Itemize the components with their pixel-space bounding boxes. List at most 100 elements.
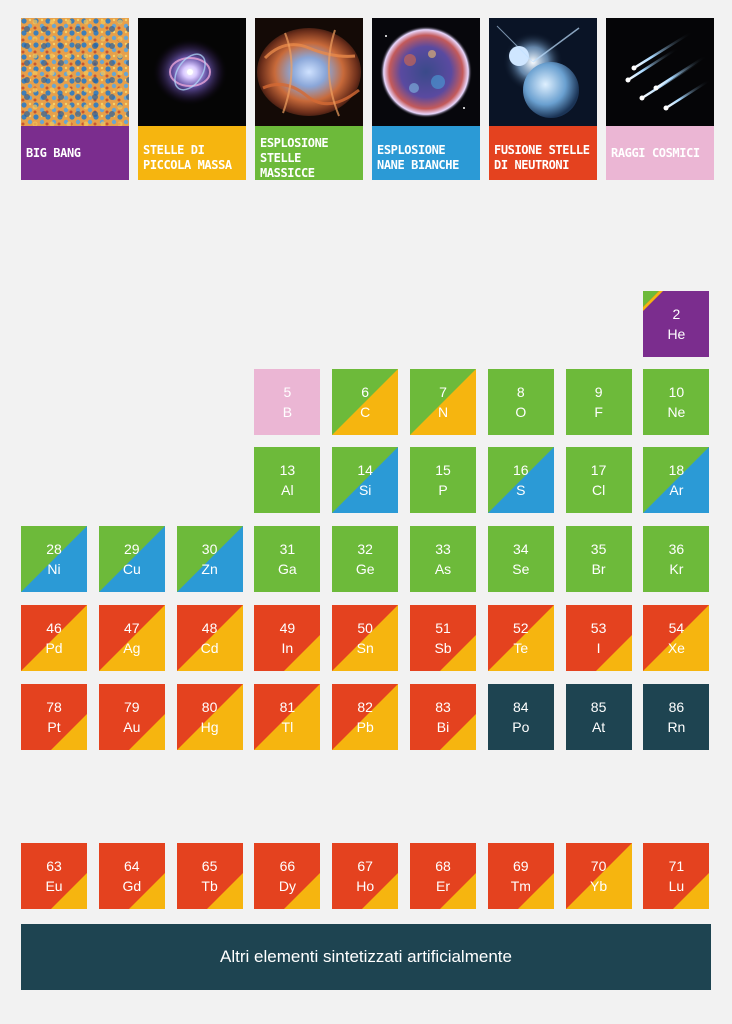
cmb-map-icon	[21, 18, 129, 126]
neutron-star-merger-icon	[489, 18, 597, 126]
atomic-number: 49	[279, 620, 296, 636]
element-fill	[643, 526, 710, 592]
element-fill	[643, 605, 710, 671]
element-fill	[487, 843, 554, 909]
atomic-number: 64	[124, 858, 140, 874]
element-he: 2 He	[643, 291, 710, 357]
element-fill	[332, 684, 399, 750]
element-fill	[643, 291, 710, 357]
element-fill	[643, 684, 710, 750]
element-eu: 63 Eu	[21, 843, 87, 909]
element-as: 33 As	[410, 526, 476, 592]
element-symbol: In	[281, 640, 294, 656]
element-au: 79 Au	[98, 684, 165, 750]
element-po: 84 Po	[487, 684, 554, 750]
atomic-number: 46	[46, 620, 62, 636]
atomic-number: 78	[46, 699, 62, 715]
element-fill	[487, 605, 554, 671]
atomic-number: 29	[124, 541, 140, 557]
element-tl: 81 Tl	[254, 684, 321, 750]
element-symbol: Ne	[667, 404, 686, 420]
element-fill	[487, 369, 554, 435]
planetary-nebula-icon	[138, 18, 246, 126]
legend-label-cosmic: Raggi cosmici	[606, 126, 714, 180]
atomic-number: 85	[590, 699, 607, 715]
element-rn: 86 Rn	[643, 684, 710, 750]
element-symbol: Ho	[356, 878, 375, 894]
atomic-number: 66	[279, 858, 296, 874]
legend-label-low-mass: Stelle di piccola massa	[138, 126, 246, 180]
atomic-number: 36	[668, 541, 685, 557]
element-si: 14 Si	[332, 447, 399, 513]
atomic-number: 80	[201, 699, 218, 715]
element-symbol: Si	[358, 482, 372, 498]
element-ho: 67 Ho	[332, 843, 399, 909]
atomic-number: 33	[435, 541, 451, 557]
element-fill	[643, 447, 710, 513]
atomic-number: 32	[357, 541, 373, 557]
element-symbol: N	[437, 404, 449, 420]
cosmic-rays-icon	[606, 18, 714, 126]
element-fill	[98, 605, 165, 671]
element-fill	[410, 605, 476, 671]
atomic-number: 2	[672, 306, 681, 322]
element-tb: 65 Tb	[176, 843, 243, 909]
element-symbol: Kr	[669, 561, 684, 577]
atomic-number: 47	[124, 620, 140, 636]
element-fill	[332, 369, 399, 435]
element-symbol: O	[515, 404, 527, 420]
element-symbol: Ga	[278, 561, 297, 577]
element-sn: 50 Sn	[332, 605, 399, 671]
element-fill	[565, 605, 632, 671]
element-fill	[332, 605, 399, 671]
element-symbol: Se	[512, 561, 530, 577]
element-ga: 31 Ga	[254, 526, 321, 592]
element-dy: 66 Dy	[254, 843, 321, 909]
element-symbol: Lu	[668, 878, 685, 894]
atomic-number: 63	[46, 858, 62, 874]
element-fill	[410, 447, 476, 513]
element-fill	[565, 369, 632, 435]
atomic-number: 70	[590, 858, 607, 874]
element-symbol: Ni	[47, 561, 61, 577]
element-fill	[98, 526, 165, 592]
element-symbol: Au	[123, 719, 141, 735]
legend-massive: Esplosione stelle massicce	[255, 18, 363, 180]
element-symbol: Tb	[201, 878, 218, 894]
element-symbol: F	[594, 404, 603, 420]
atomic-number: 13	[279, 462, 296, 478]
atomic-number: 79	[124, 699, 140, 715]
element-p: 15 P	[410, 447, 476, 513]
element-pt: 78 Pt	[21, 684, 87, 750]
element-fill	[98, 843, 165, 909]
element-symbol: Gd	[122, 878, 142, 894]
element-fill	[176, 605, 243, 671]
element-fill	[21, 843, 87, 909]
atomic-number: 69	[513, 858, 529, 874]
element-bi: 83 Bi	[410, 684, 476, 750]
element-symbol: Xe	[667, 640, 685, 656]
element-symbol: Er	[436, 878, 450, 894]
element-symbol: As	[434, 561, 452, 577]
element-symbol: Pb	[356, 719, 374, 735]
element-i: 53 I	[565, 605, 632, 671]
element-tm: 69 Tm	[487, 843, 554, 909]
element-symbol: Cd	[200, 640, 219, 656]
atomic-number: 53	[590, 620, 607, 636]
atomic-number: 31	[279, 541, 296, 557]
element-hg: 80 Hg	[176, 684, 243, 750]
legend-neutron: Fusione stelle di neutroni	[489, 18, 597, 180]
element-symbol: Po	[512, 719, 530, 735]
element-symbol: Br	[591, 561, 606, 577]
element-fill	[565, 526, 632, 592]
element-symbol: Zn	[201, 561, 218, 577]
atomic-number: 65	[201, 858, 218, 874]
atomic-number: 28	[46, 541, 62, 557]
atomic-number: 6	[361, 384, 370, 400]
legend-cosmic: Raggi cosmici	[606, 18, 714, 180]
legend-label-massive: Esplosione stelle massicce	[255, 126, 363, 180]
element-gd: 64 Gd	[98, 843, 165, 909]
atomic-number: 48	[201, 620, 218, 636]
